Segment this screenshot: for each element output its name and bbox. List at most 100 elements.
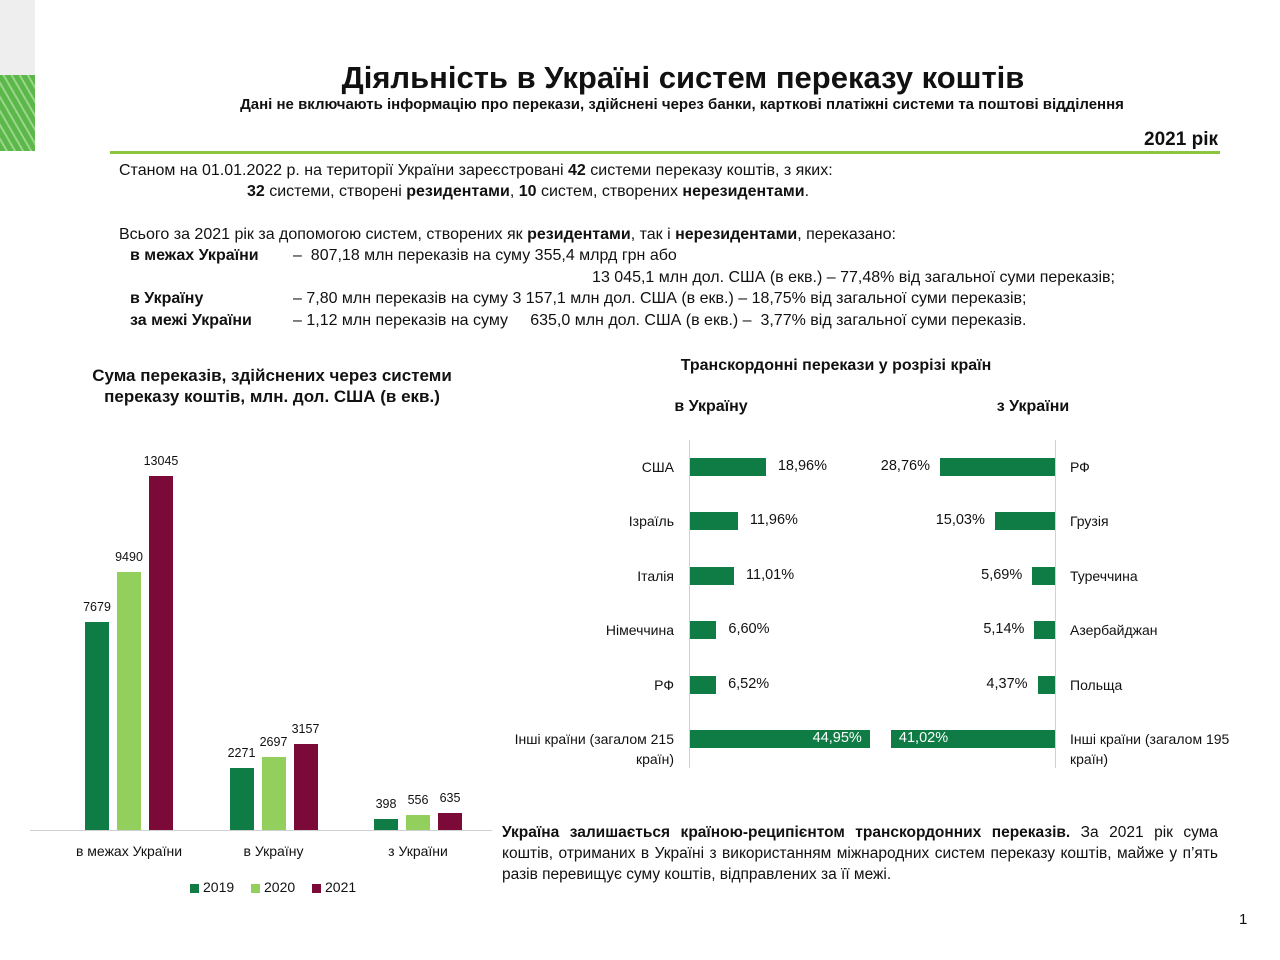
page-number: 1: [1239, 911, 1248, 928]
x-tick-label: в межах України: [75, 843, 183, 859]
data-label: 3157: [291, 722, 320, 737]
legend-label: 2021: [325, 879, 357, 895]
text-run: системи, створені: [264, 183, 407, 200]
text-run: Україна залишається країною-реципієнтом …: [502, 824, 1071, 841]
text-run: 42: [568, 162, 586, 179]
category-label: США: [641, 459, 674, 475]
intro-line: Станом на 01.01.2022 р. на території Укр…: [119, 162, 833, 180]
title: Діяльність в Україні систем переказу кош…: [341, 60, 1025, 95]
legend-marker: [312, 884, 321, 893]
row-label: в межах України: [130, 247, 259, 264]
data-label: 398: [375, 797, 397, 812]
data-label: 28,76%: [880, 458, 930, 474]
bar: [406, 814, 430, 830]
data-label: 4,37%: [986, 675, 1028, 692]
data-label: 5,69%: [981, 566, 1023, 583]
data-label: 44,95%: [812, 730, 862, 746]
category-label: РФ: [654, 676, 674, 693]
row-text: – 7,80 млн переказів на суму 3 157,1 млн…: [293, 290, 1027, 307]
chart-subtitle: з України: [996, 398, 1070, 415]
baseline: [30, 830, 492, 831]
bar: [690, 730, 870, 748]
category-label: Азербайджан: [1070, 622, 1158, 639]
category-label: Інші країни (загалом 195 країн): [1070, 731, 1230, 767]
axis-line: [689, 440, 690, 768]
bar: [261, 756, 286, 830]
data-label: 9490: [115, 550, 143, 565]
text-run: Всього за 2021 рік за допомогою систем, …: [119, 226, 528, 243]
row-text: – 807,18 млн переказів на суму 355,4 млр…: [293, 247, 677, 264]
category-label: Грузія: [1070, 513, 1109, 530]
bar: [890, 730, 1055, 748]
bar: [690, 675, 717, 694]
category-label: Ізраїль: [628, 513, 674, 530]
category-label: Італія: [637, 567, 674, 584]
bar: [690, 566, 735, 585]
x-tick-label: в Україну: [243, 843, 304, 859]
bar: [1032, 566, 1055, 585]
text-run: ,: [509, 183, 519, 200]
text-run: Станом на 01.01.2022 р. на території Укр…: [119, 162, 569, 179]
bar: [690, 458, 766, 476]
bar: [149, 476, 173, 830]
year: 2021 рік: [1144, 129, 1218, 150]
bar: [374, 819, 398, 830]
bar: [939, 458, 1055, 476]
text-run: нерезидентами: [675, 226, 798, 243]
bar: [229, 768, 254, 830]
bar: [690, 512, 738, 531]
data-label: 635: [439, 790, 461, 805]
text-run: За 2021 рік сума коштів, отриманих в Укр…: [502, 824, 1219, 883]
text-run: , переказано:: [797, 226, 896, 243]
header-rule: [110, 151, 1220, 154]
intro-line: Всього за 2021 рік за допомогою систем, …: [119, 226, 896, 244]
text-run: резидентами: [406, 183, 510, 200]
bar: [690, 621, 717, 640]
text-run: .: [804, 183, 810, 200]
decor-gray: [0, 0, 35, 75]
bar: [293, 744, 318, 830]
category-label: РФ: [1070, 459, 1090, 475]
data-label: 41,02%: [898, 730, 949, 746]
text-run: нерезидентами: [682, 183, 805, 200]
category-label: Інші країни (загалом 215 країн): [514, 731, 674, 767]
data-label: 2697: [259, 734, 288, 749]
data-label: 11,96%: [749, 512, 798, 529]
data-label: 6,60%: [728, 621, 770, 638]
axis-line: [1055, 440, 1056, 768]
data-label: 18,96%: [777, 458, 828, 474]
chart-title: Транскордонні перекази у розрізі країн: [680, 357, 992, 374]
bar: [438, 812, 462, 830]
bar: [117, 572, 141, 830]
decor-green: [0, 75, 35, 151]
category-label: Польща: [1070, 676, 1123, 693]
text-run: системи переказу коштів, з яких:: [585, 162, 833, 179]
bar: [994, 512, 1055, 531]
text-run: , так і: [630, 226, 676, 243]
category-label: Німеччина: [605, 622, 674, 639]
data-label: 2271: [227, 746, 256, 761]
text-run: резидентами: [527, 226, 631, 243]
data-label: 5,14%: [983, 621, 1025, 638]
text-run: 32: [247, 183, 265, 200]
data-label: 13045: [143, 454, 179, 468]
intro-line: 32 системи, створені резидентами, 10 сис…: [247, 183, 809, 201]
data-label: 11,01%: [746, 566, 795, 583]
row-text: 13 045,1 млн дол. США (в екв.) – 77,48% …: [592, 268, 1115, 286]
chart-title: Сума переказів, здійснених через системи…: [92, 366, 452, 406]
legend-marker: [251, 884, 260, 893]
row-label: за межі України: [130, 311, 252, 329]
legend-marker: [190, 884, 199, 893]
x-tick-label: з України: [388, 843, 448, 859]
subtitle: Дані не включають інформацію про переказ…: [240, 96, 1124, 113]
bar: [85, 621, 109, 830]
text-run: систем, створених: [536, 183, 683, 200]
data-label: 556: [407, 792, 429, 807]
data-label: 15,03%: [935, 512, 985, 529]
bar: [1037, 675, 1055, 694]
conclusion: Україна залишається країною-реципієнтом …: [502, 822, 1218, 885]
data-label: 7679: [83, 599, 111, 614]
chart-subtitle: в Україну: [674, 398, 748, 415]
data-label: 6,52%: [728, 675, 770, 692]
